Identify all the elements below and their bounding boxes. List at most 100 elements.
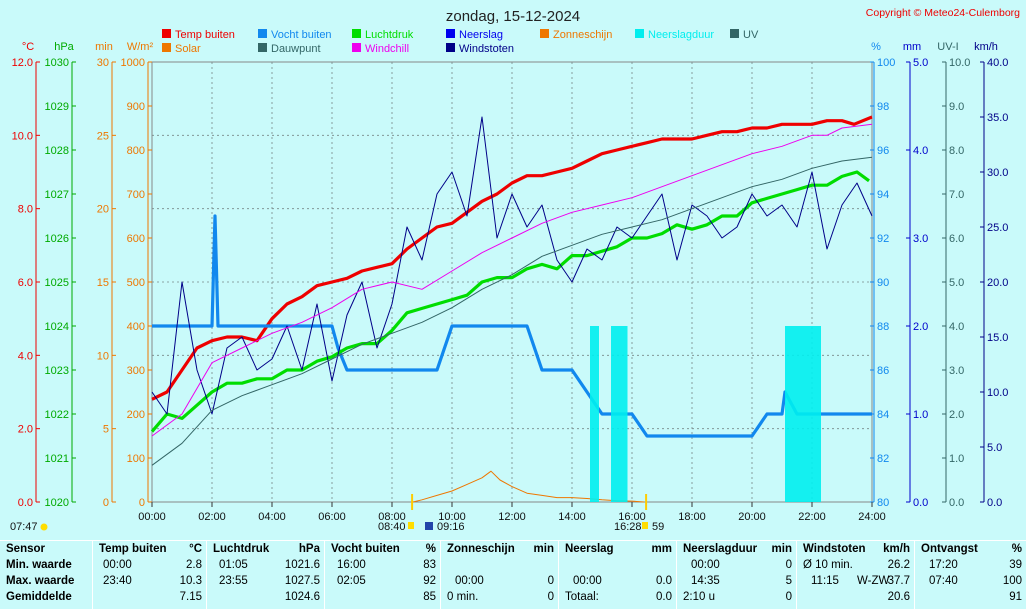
- row-label-min: Min. waarde: [6, 559, 72, 571]
- right-axis-tick-label: 98: [877, 101, 889, 113]
- left-axis-tick-label: 1024: [45, 321, 69, 333]
- right-axis-tick-label: 3.0: [913, 233, 928, 245]
- left-axis-tick-label: 5: [103, 424, 109, 436]
- left-axis-tick-label: 1021: [45, 453, 69, 465]
- legend-label: Dauwpunt: [271, 43, 321, 55]
- legend-swatch: [162, 43, 171, 52]
- humidity-unit: %: [425, 543, 436, 555]
- solar-noon-label: 09:16: [437, 521, 465, 533]
- rain-total-value: 0.0: [656, 591, 672, 603]
- temp-avg-value: 7.15: [179, 591, 202, 603]
- left-axis-tick-label: 400: [127, 321, 145, 333]
- sunset-extra-label: 59: [652, 521, 664, 533]
- x-axis-tick-label: 12:00: [498, 511, 526, 523]
- rain-header: Neerslag: [565, 543, 614, 555]
- legend-swatch: [446, 43, 455, 52]
- rain-duration-total: 2:10 u: [683, 591, 715, 603]
- left-axis-tick-label: 6.0: [18, 277, 33, 289]
- right-axis-tick-label: 3.0: [949, 365, 964, 377]
- chart-area: zondag, 15-12-2024 Copyright © Meteo24-Cu…: [0, 0, 1026, 540]
- x-axis-tick-label: 00:00: [138, 511, 166, 523]
- right-axis-tick-label: 94: [877, 189, 889, 201]
- left-axis-tick-label: 0: [139, 497, 145, 509]
- wind-header: Windstoten: [803, 543, 866, 555]
- left-axis-tick-label: 900: [127, 101, 145, 113]
- x-axis-tick-label: 14:00: [558, 511, 586, 523]
- copyright-text: Copyright © Meteo24-Culemborg: [866, 7, 1020, 19]
- weather-chart: zondag, 15-12-2024 Copyright © Meteo24-Cu…: [10, 7, 1020, 533]
- row-label-max: Max. waarde: [6, 575, 75, 587]
- temp-buiten-line: [151, 115, 873, 401]
- legend-label: Windchill: [365, 43, 409, 55]
- temp-column: Temp buiten °C 00:00 2.8 23:40 10.3 7.15: [92, 541, 206, 609]
- right-axis-tick-label: 80: [877, 497, 889, 509]
- right-axis-tick-label: 10.0: [949, 57, 970, 69]
- reception-header: Ontvangst: [921, 543, 978, 555]
- rain-duration-min-value: 0: [785, 559, 792, 571]
- wind-max-time: 11:15: [811, 575, 839, 587]
- left-axis-tick-label: 10.0: [12, 130, 33, 142]
- x-axis-tick-label: 24:00: [858, 511, 886, 523]
- temp-max-value: 10.3: [179, 575, 202, 587]
- left-axis-tick-label: 1025: [45, 277, 69, 289]
- left-axis-tick-label: 8.0: [18, 204, 33, 216]
- right-axis-tick-label: 86: [877, 365, 889, 377]
- rain-duration-min-time: 00:00: [691, 559, 720, 571]
- legend-swatch: [446, 29, 455, 38]
- pressure-header: Luchtdruk: [213, 543, 270, 555]
- temp-unit: °C: [189, 543, 202, 555]
- right-axis-tick-label: 100: [877, 57, 895, 69]
- pressure-min-time: 01:05: [219, 559, 248, 571]
- left-axis-unit: hPa: [54, 41, 74, 53]
- right-axis-tick-label: 92: [877, 233, 889, 245]
- right-axis-tick-label: 96: [877, 145, 889, 157]
- sensor-column: Sensor Min. waarde Max. waarde Gemiddeld…: [0, 541, 92, 609]
- windchill-line: [151, 123, 873, 437]
- rain-duration-bar: [590, 326, 599, 502]
- right-axis-tick-label: 90: [877, 277, 889, 289]
- left-axis-tick-label: 1026: [45, 233, 69, 245]
- sun-icon: [40, 523, 48, 531]
- legend-label: UV: [743, 29, 759, 41]
- legend-label: Neerslagduur: [648, 29, 714, 41]
- sensor-header: Sensor: [6, 543, 45, 555]
- wind-unit: km/h: [883, 543, 910, 555]
- legend-label: Luchtdruk: [365, 29, 414, 41]
- row-label-avg: Gemiddelde: [6, 591, 72, 603]
- reception-max-value: 100: [1002, 575, 1022, 587]
- x-axis-tick-label: 16:00: [618, 511, 646, 523]
- left-axis-tick-label: 300: [127, 365, 145, 377]
- right-axis-tick-label: 2.0: [949, 409, 964, 421]
- wind-avg-value: 20.6: [887, 591, 910, 603]
- right-axis-tick-label: 5.0: [987, 442, 1002, 454]
- sunrise-astro-label: 07:47: [10, 521, 38, 533]
- left-axis-unit: min: [95, 41, 113, 53]
- pressure-max-time: 23:55: [219, 575, 248, 587]
- left-axis-tick-label: 1023: [45, 365, 69, 377]
- left-axis-tick-label: 0: [103, 497, 109, 509]
- right-axis-tick-label: 0.0: [913, 497, 928, 509]
- pressure-avg-value: 1024.6: [284, 591, 320, 603]
- right-axis-tick-label: 1.0: [913, 409, 928, 421]
- solar-noon-marker: [425, 522, 433, 530]
- sunshine-avg-value: 0: [547, 591, 554, 603]
- rain-column: Neerslag mm 00:00 0.0 Totaal: 0.0: [558, 541, 676, 609]
- left-axis-tick-label: 1028: [45, 145, 69, 157]
- humidity-min-value: 83: [423, 559, 436, 571]
- left-axis-tick-label: 0.0: [18, 497, 33, 509]
- right-axis-tick-label: 10.0: [987, 387, 1008, 399]
- humidity-column: Vocht buiten% 16:00 83 02:05 92 85: [324, 541, 440, 609]
- left-axis-tick-label: 25: [97, 130, 109, 142]
- rain-duration-header: Neerslagduur: [683, 543, 758, 555]
- temp-max-time: 23:40: [103, 575, 132, 587]
- right-axis-tick-label: 4.0: [949, 321, 964, 333]
- dauwpunt-line: [151, 156, 873, 466]
- left-axis-unit: W/m²: [127, 41, 154, 53]
- pressure-max-value: 1027.5: [284, 575, 320, 587]
- x-axis-tick-label: 18:00: [678, 511, 706, 523]
- sunshine-header: Zonneschijn: [447, 543, 515, 555]
- left-axis-tick-label: 1027: [45, 189, 69, 201]
- legend-swatch: [730, 29, 739, 38]
- temp-min-time: 00:00: [103, 559, 132, 571]
- legend-label: Zonneschijn: [553, 29, 612, 41]
